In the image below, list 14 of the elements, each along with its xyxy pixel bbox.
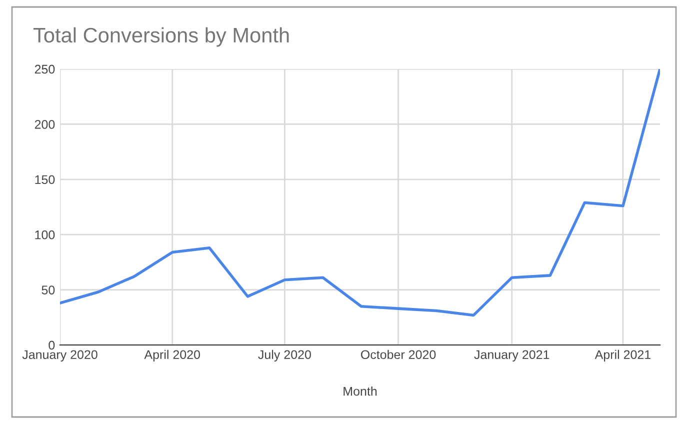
x-tick-label: October 2020	[360, 350, 436, 360]
x-tick-label: July 2020	[258, 350, 311, 362]
y-tick-label: 150	[35, 175, 55, 184]
y-tick-label: 250	[34, 64, 55, 74]
y-tick-label: 50	[42, 286, 55, 294]
chart-title: Total Conversions by Month	[33, 27, 289, 47]
x-tick-label: April 2021	[594, 350, 650, 362]
x-tick-label: January 2020	[22, 350, 98, 362]
x-axis-title: Month	[344, 386, 377, 396]
x-tick-label: April 2020	[144, 350, 200, 362]
y-tick-label: 200	[34, 120, 55, 129]
y-tick-label: 100	[35, 230, 55, 240]
y-tick-label: 0	[48, 340, 55, 350]
x-tick-label: January 2021	[474, 350, 550, 362]
